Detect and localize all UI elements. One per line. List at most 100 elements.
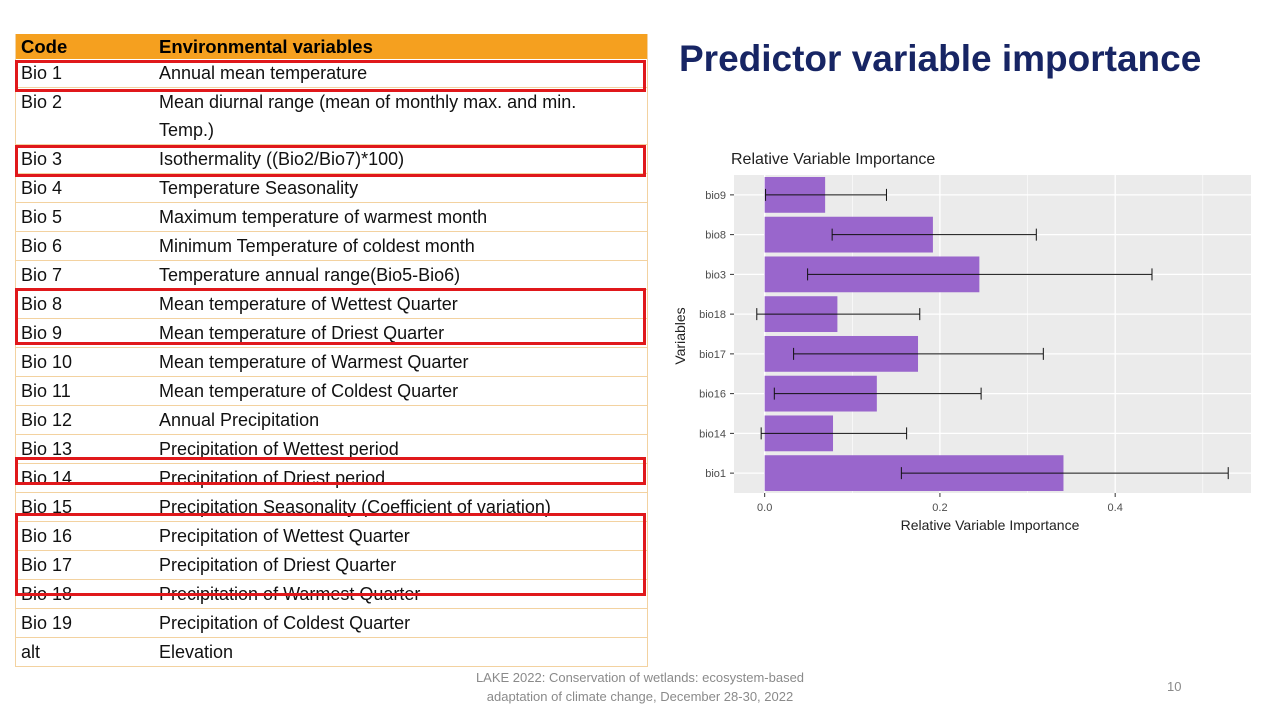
row-description-line: Elevation (159, 642, 234, 662)
y-tick-label-bio9: bio9 (705, 190, 726, 202)
row-description-line-2: Temp.) (159, 120, 215, 140)
row-description: Minimum Temperature of coldest month (159, 232, 647, 260)
highlight-box-bio14 (15, 457, 646, 485)
row-description-line: Mean temperature of Coldest Quarter (159, 381, 459, 401)
table-row: Bio 6 Minimum Temperature of coldest mont… (16, 232, 647, 261)
row-description: Temperature Seasonality (159, 174, 647, 202)
relative-importance-chart: Relative Variable Importance bio9 bio8 bio… (672, 151, 1251, 533)
row-description-line: Annual mean temperature (159, 63, 368, 83)
row-code: Bio 11 (21, 381, 71, 401)
table-row: Bio 10 Mean temperature of Warmest Quarte… (16, 348, 647, 377)
row-code: Bio 16 (21, 526, 73, 546)
footer-line-2: adaptation of climate change, December 2… (486, 689, 794, 704)
errorbar-bio18 (756, 308, 921, 321)
x-tick-label: 0.2 (932, 502, 947, 514)
row-description: Mean temperature of Wettest Quarter (159, 290, 647, 318)
x-axis-title: Relative Variable Importance (901, 517, 1080, 533)
table-row: Bio 11 Mean temperature of Coldest Quarte… (16, 377, 647, 406)
table-row: Bio 19 Precipitation of Coldest Quarter (16, 609, 647, 638)
row-description: Mean temperature of Warmest Quarter (159, 348, 647, 376)
y-tick-label-bio1: bio1 (705, 468, 726, 480)
row-description-line: Temperature Seasonality (159, 178, 359, 198)
row-description-line: Precipitation of Driest Quarter (159, 555, 397, 575)
errorbar-bio9 (765, 188, 887, 201)
table-row: Bio 7 Temperature annual range(Bio5-Bio6) (16, 261, 647, 290)
errorbar-bio14 (760, 427, 908, 440)
errorbar-bio17 (793, 347, 1044, 360)
row-description-line: Mean diurnal range (mean of monthly max.… (159, 92, 577, 112)
row-code: alt (21, 642, 41, 662)
row-code: Bio 3 (21, 149, 63, 169)
row-code: Bio 17 (21, 555, 73, 575)
row-code: Bio 19 (21, 613, 73, 633)
row-description: Annual mean temperature (159, 59, 647, 87)
table-row: Bio 17 Precipitation of Driest Quarter (16, 551, 647, 580)
row-code: Bio 12 (21, 410, 73, 430)
row-code: Bio 15 (21, 497, 73, 517)
header-environmental-variables: Environmental variables (159, 36, 373, 57)
footer-text: LAKE 2022: Conservation of wetlands: eco… (440, 668, 840, 706)
row-description-line: Mean temperature of Driest Quarter (159, 323, 445, 343)
table-row: Bio 2 Mean diurnal range (mean of monthly… (16, 88, 647, 145)
page-number: 10 (1167, 679, 1182, 694)
row-description: Precipitation of Driest Quarter (159, 551, 647, 579)
row-description-line: Temperature annual range(Bio5-Bio6) (159, 265, 461, 285)
row-description: Annual Precipitation (159, 406, 647, 434)
environmental-variables-table: Code Environmental variables Bio 1 Annual… (15, 34, 648, 667)
row-code: Bio 5 (21, 207, 63, 227)
errorbar-bio1 (900, 467, 1229, 480)
highlight-box-bio1 (15, 60, 646, 92)
row-description: Mean temperature of Coldest Quarter (159, 377, 647, 405)
y-tick-label-bio18: bio18 (699, 309, 726, 321)
highlight-box-bio3 (15, 145, 646, 177)
row-code: Bio 1 (21, 63, 63, 83)
row-description-line: Precipitation of Wettest Quarter (159, 526, 410, 546)
footer-line-1: LAKE 2022: Conservation of wetlands: eco… (475, 670, 805, 685)
table-row: alt Elevation (16, 638, 647, 667)
row-code: Bio 2 (21, 92, 63, 112)
y-tick-label-bio17: bio17 (699, 349, 726, 361)
row-description-line: Minimum Temperature of coldest month (159, 236, 475, 256)
table-row: Bio 5 Maximum temperature of warmest mont… (16, 203, 647, 232)
table-row: Bio 1 Annual mean temperature (16, 59, 647, 88)
row-description-line: Precipitation Seasonality (Coefficient o… (159, 497, 551, 517)
x-tick-label: 0.0 (757, 502, 772, 514)
x-tick-label: 0.4 (1108, 502, 1123, 514)
row-code: Bio 8 (21, 294, 63, 314)
row-description-line: Mean temperature of Warmest Quarter (159, 352, 469, 372)
y-tick-label-bio8: bio8 (705, 230, 726, 242)
row-description-line: Precipitation of Coldest Quarter (159, 613, 411, 633)
highlight-box-bio8-bio9 (15, 288, 646, 345)
row-description: Precipitation Seasonality (Coefficient o… (159, 493, 647, 521)
y-tick-label-bio14: bio14 (699, 428, 726, 440)
row-description-line: Isothermality ((Bio2/Bio7)*100) (159, 149, 405, 169)
row-code: Bio 13 (21, 439, 73, 459)
slide-title: Predictor variable importance (679, 38, 1202, 79)
table-header-row: Code Environmental variables (16, 34, 647, 59)
row-description-line: Maximum temperature of warmest month (159, 207, 488, 227)
row-description: Isothermality ((Bio2/Bio7)*100) (159, 145, 647, 173)
row-description: Precipitation of Coldest Quarter (159, 609, 647, 637)
row-description-line: Mean temperature of Wettest Quarter (159, 294, 458, 314)
row-description: Precipitation of Wettest period (159, 435, 647, 463)
y-tick-label-bio16: bio16 (699, 389, 726, 401)
row-description-line: Precipitation of Wettest period (159, 439, 399, 459)
row-code: Bio 4 (21, 178, 63, 198)
row-description: Temperature annual range(Bio5-Bio6) (159, 261, 647, 289)
table-row: Bio 3 Isothermality ((Bio2/Bio7)*100) (16, 145, 647, 174)
row-description: Maximum temperature of warmest month (159, 203, 647, 231)
y-tick-label-bio3: bio3 (705, 269, 726, 281)
row-description: Precipitation of Wettest Quarter (159, 522, 647, 550)
table-row: Bio 16 Precipitation of Wettest Quarter (16, 522, 647, 551)
table-row: Bio 8 Mean temperature of Wettest Quarter (16, 290, 647, 319)
row-description: Elevation (159, 638, 647, 666)
header-code: Code (21, 36, 68, 57)
table-row: Bio 14 Precipitation of Driest period (16, 464, 647, 493)
row-code: Bio 9 (21, 323, 63, 343)
errorbar-bio8 (831, 228, 1037, 241)
errorbar-bio3 (807, 268, 1153, 281)
row-description: Mean temperature of Driest Quarter (159, 319, 647, 347)
row-description-line: Annual Precipitation (159, 410, 320, 430)
row-description: Mean diurnal range (mean of monthly max.… (159, 88, 647, 144)
errorbar-bio16 (773, 387, 982, 400)
